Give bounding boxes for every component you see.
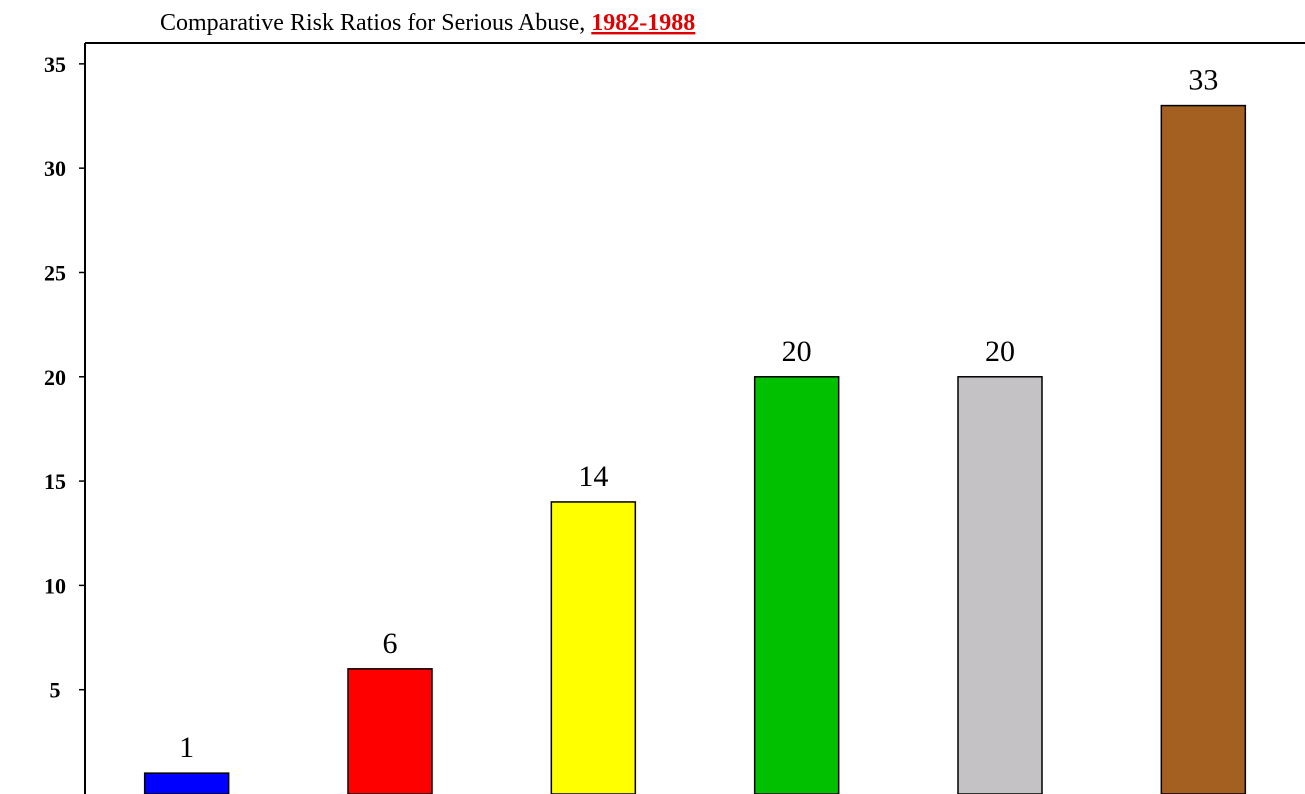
chart-title: Comparative Risk Ratios for Serious Abus… bbox=[160, 10, 695, 36]
value-label: 33 bbox=[1188, 64, 1218, 97]
value-label: 6 bbox=[383, 627, 398, 660]
title-highlight: 1982-1988 bbox=[591, 10, 695, 36]
bar bbox=[753, 376, 840, 794]
value-label: 20 bbox=[985, 335, 1015, 368]
bar bbox=[347, 668, 433, 794]
y-tick-label: 5 bbox=[50, 678, 61, 703]
title-text: Comparative Risk Ratios for Serious Abus… bbox=[160, 10, 585, 36]
value-label: 20 bbox=[782, 335, 812, 368]
bar bbox=[143, 772, 230, 794]
y-tick-label: 10 bbox=[44, 573, 66, 598]
y-tick-label: 30 bbox=[44, 156, 66, 181]
y-tick-label: 35 bbox=[44, 52, 66, 77]
y-tick-label: 15 bbox=[44, 469, 66, 494]
bar bbox=[1160, 104, 1247, 794]
bar bbox=[550, 501, 637, 794]
value-label: 1 bbox=[179, 731, 194, 764]
y-tick-label: 25 bbox=[44, 260, 66, 285]
value-label: 14 bbox=[578, 460, 608, 493]
bar bbox=[957, 376, 1043, 794]
y-tick-label: 20 bbox=[44, 365, 66, 390]
